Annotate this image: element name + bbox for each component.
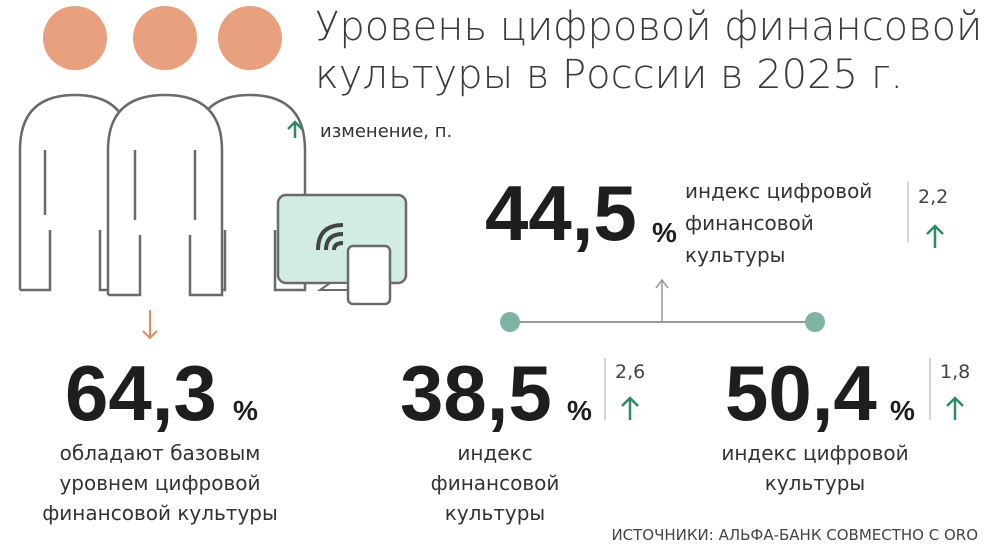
title: Уровень цифровой финансовой xyxy=(315,4,982,50)
label: уровнем цифровой xyxy=(59,471,260,495)
unit: % xyxy=(890,395,915,426)
legend-arrow xyxy=(287,120,303,138)
legend: изменение, п. xyxy=(320,121,452,142)
unit: % xyxy=(233,395,258,426)
value: 64,3 xyxy=(65,349,217,437)
label: индекс xyxy=(457,441,532,465)
label: финансовой xyxy=(431,471,560,495)
people-icon xyxy=(18,6,307,297)
computer-icon xyxy=(276,193,408,306)
change: 2,2 xyxy=(918,186,948,208)
label: обладают базовым xyxy=(60,441,261,465)
value: 44,5 xyxy=(485,169,637,257)
value: 38,5 xyxy=(400,349,552,437)
value: 50,4 xyxy=(725,349,877,437)
change-arrow xyxy=(946,396,964,420)
label: культуры xyxy=(685,243,785,267)
change: 2,6 xyxy=(615,361,645,383)
label: индекс цифровой xyxy=(685,179,872,203)
label: финансовой культуры xyxy=(42,501,278,525)
label: культуры xyxy=(445,501,545,525)
title: культуры в России в 2025 г. xyxy=(315,52,903,98)
down-arrow xyxy=(142,310,158,340)
connector xyxy=(500,278,825,332)
label: индекс цифровой xyxy=(721,441,908,465)
change-arrow xyxy=(621,396,639,420)
change-arrow xyxy=(926,224,944,248)
label: финансовой xyxy=(685,211,814,235)
label: культуры xyxy=(765,471,865,495)
change: 1,8 xyxy=(940,361,970,383)
source: ИСТОЧНИКИ: АЛЬФА-БАНК СОВМЕСТНО С ORO xyxy=(611,526,978,544)
unit: % xyxy=(652,217,677,248)
unit: % xyxy=(567,395,592,426)
